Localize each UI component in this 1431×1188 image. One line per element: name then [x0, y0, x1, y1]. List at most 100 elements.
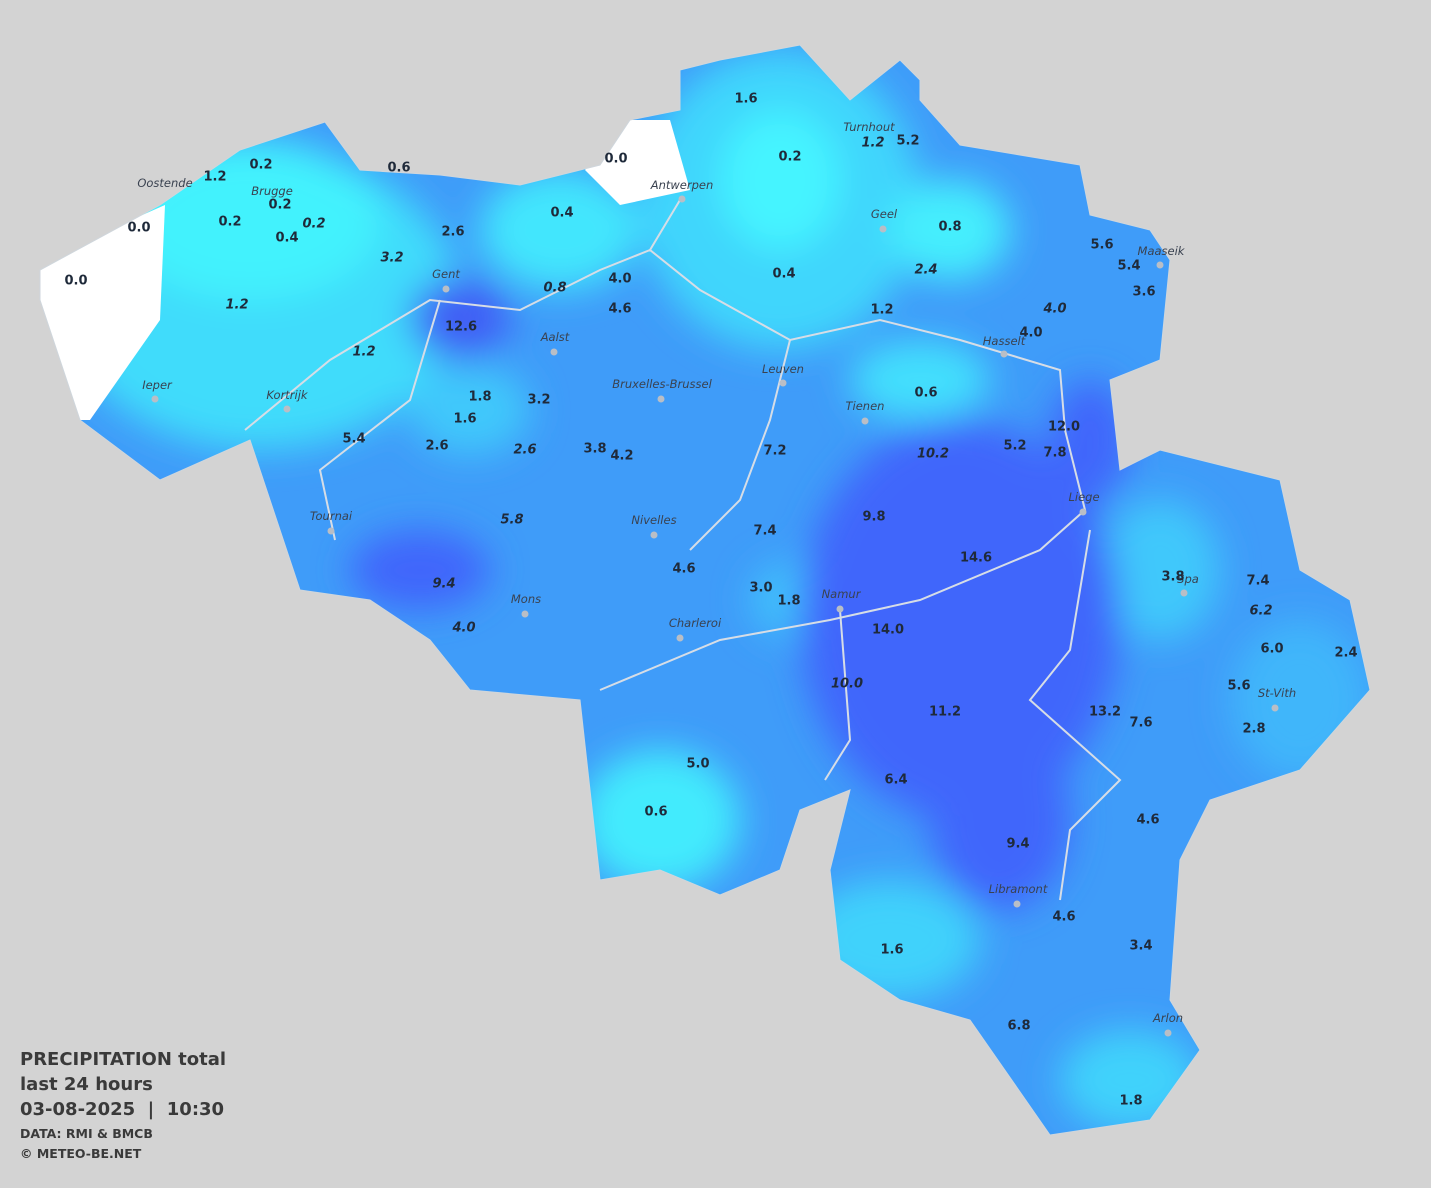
city-label: Kortrijk	[266, 388, 309, 402]
city-label: Gent	[432, 267, 460, 281]
reading: 11.2	[929, 705, 961, 720]
reading: 4.6	[1136, 813, 1159, 828]
reading: 5.2	[1003, 439, 1026, 454]
reading: 9.8	[862, 510, 885, 525]
city-label: Spa	[1177, 572, 1199, 586]
reading: 5.6	[1090, 238, 1113, 253]
city-label: Mons	[511, 592, 541, 606]
city-label: Nivelles	[631, 513, 676, 527]
reading: 1.2	[861, 136, 884, 151]
city-label: Geel	[871, 207, 898, 221]
reading: 0.6	[644, 805, 667, 820]
city-dot	[521, 610, 529, 618]
reading: 3.2	[527, 393, 550, 408]
city-dot	[550, 348, 558, 356]
reading: 10.2	[917, 447, 949, 462]
reading: 0.0	[604, 152, 627, 167]
reading: 6.0	[1260, 642, 1283, 657]
city-label: Tournai	[310, 509, 353, 523]
city-dot	[442, 285, 450, 293]
reading: 12.6	[445, 320, 477, 335]
reading: 3.4	[1129, 939, 1152, 954]
city-dot	[879, 225, 887, 233]
reading: 13.2	[1089, 705, 1121, 720]
reading: 0.2	[218, 215, 241, 230]
reading: 6.2	[1249, 604, 1272, 619]
reading: 10.0	[831, 677, 863, 692]
reading: 3.8	[1161, 570, 1184, 585]
reading: 7.6	[1129, 716, 1152, 731]
reading: 0.2	[268, 198, 291, 213]
reading: 3.8	[583, 442, 606, 457]
city-dot	[861, 417, 869, 425]
readings: 0.0 0.0 1.2 0.2 0.2 0.2 0.4 0.2 0.6 0.0 0.4 2.6 3.2 1…	[64, 92, 1357, 1109]
city-dot	[1013, 900, 1021, 908]
city-dot	[283, 405, 291, 413]
reading: 2.6	[513, 443, 536, 458]
reading: 14.0	[872, 623, 904, 638]
reading: 0.6	[387, 161, 410, 176]
reading: 4.2	[610, 449, 633, 464]
reading: 4.0	[1042, 302, 1066, 317]
legend: PRECIPITATION total last 24 hours 03-08-…	[20, 1049, 226, 1161]
city-label: Libramont	[989, 882, 1048, 896]
reading: 1.6	[880, 943, 903, 958]
reading: 7.4	[753, 524, 776, 539]
city-label: Oostende	[137, 176, 192, 190]
reading: 2.4	[1334, 646, 1357, 661]
reading: 4.0	[451, 621, 475, 636]
reading: 5.0	[686, 757, 709, 772]
city-dot	[327, 527, 335, 535]
reading: 3.0	[749, 581, 772, 596]
reading: 0.8	[938, 220, 961, 235]
reading: 6.4	[884, 773, 907, 788]
title: PRECIPITATION total	[20, 1049, 226, 1070]
city-label: Aalst	[540, 330, 570, 344]
reading: 0.2	[249, 158, 272, 173]
city-dot	[1271, 704, 1279, 712]
waterways	[244, 248, 1087, 691]
reading: 4.0	[608, 272, 631, 287]
city-label: St-Vith	[1258, 686, 1296, 700]
reading: 1.2	[870, 303, 893, 318]
reading: 0.2	[778, 150, 801, 165]
reading: 0.4	[550, 206, 573, 221]
reading: 2.8	[1242, 722, 1265, 737]
city-label: Namur	[822, 587, 862, 601]
city-dot	[678, 195, 686, 203]
city-dot	[1164, 1029, 1172, 1037]
reading: 1.6	[734, 92, 757, 107]
city-label: Charleroi	[669, 616, 722, 630]
rivers	[318, 199, 1122, 901]
city-label: Leuven	[762, 362, 804, 376]
reading: 3.6	[1132, 285, 1155, 300]
reading: 7.4	[1246, 574, 1269, 589]
city-dot	[657, 395, 665, 403]
reading: 3.2	[380, 251, 403, 266]
city-dot	[676, 634, 684, 642]
city-dot	[1000, 350, 1008, 358]
reading: 5.4	[1117, 259, 1140, 274]
city-label: Bruxelles-Brussel	[612, 377, 712, 391]
city-dot	[650, 531, 658, 539]
reading: 0.4	[275, 231, 298, 246]
reading: 1.2	[203, 170, 226, 185]
reading: 1.6	[453, 412, 476, 427]
reading: 5.2	[896, 134, 919, 149]
reading: 1.2	[225, 298, 248, 313]
reading: 7.8	[1043, 446, 1066, 461]
reading: 0.2	[302, 217, 325, 232]
cities: Oostende Brugge Antwerpen Turnhout Geel Maase…	[137, 120, 1296, 1037]
data-source: DATA: RMI & BMCB	[20, 1126, 153, 1141]
reading: 2.6	[441, 225, 464, 240]
city-label: Turnhout	[843, 120, 895, 134]
reading: 1.8	[1119, 1094, 1142, 1109]
city-label: Maaseik	[1138, 244, 1186, 258]
reading: 4.0	[1019, 326, 1042, 341]
reading: 4.6	[672, 562, 695, 577]
reading: 0.0	[64, 274, 87, 289]
reading: 6.8	[1007, 1019, 1030, 1034]
copyright: © METEO-BE.NET	[20, 1146, 142, 1161]
reading: 5.8	[500, 513, 523, 528]
